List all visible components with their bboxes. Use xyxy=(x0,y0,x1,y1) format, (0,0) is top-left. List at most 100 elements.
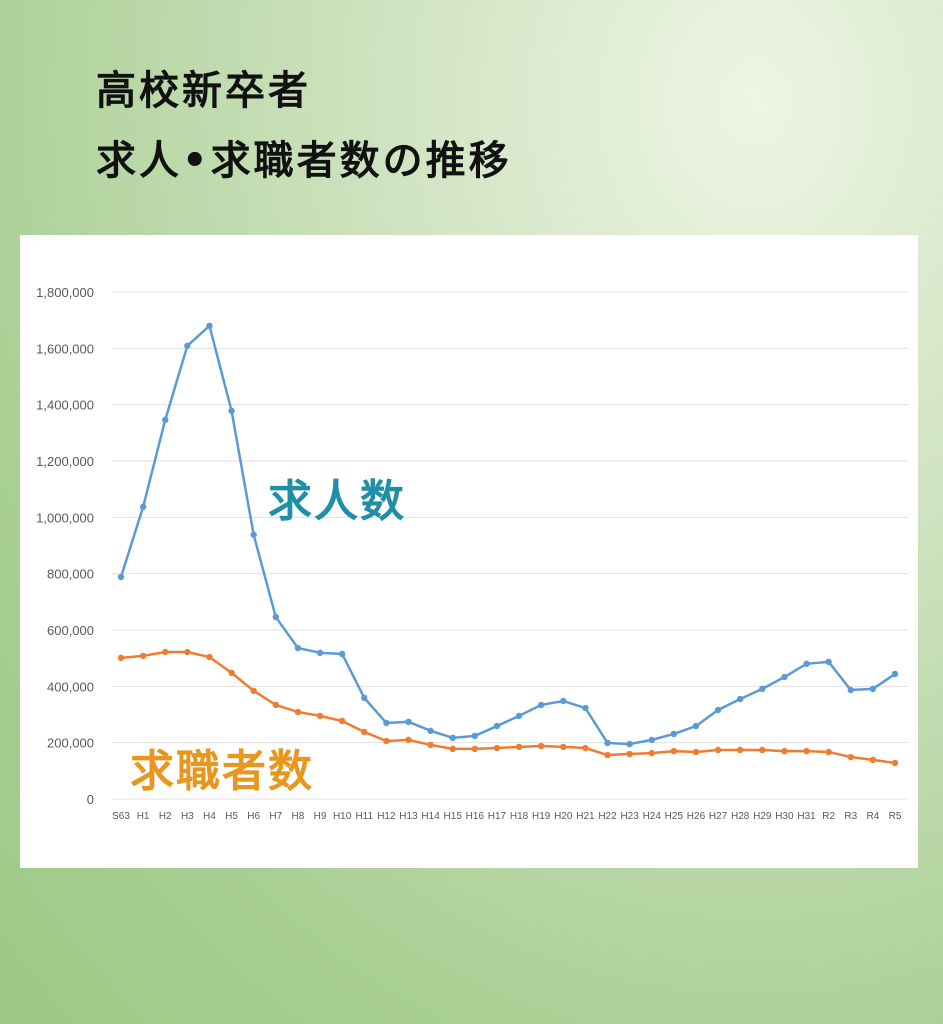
data-point xyxy=(383,719,390,727)
data-point xyxy=(604,739,611,747)
y-tick-label: 1,000,000 xyxy=(36,510,94,525)
y-tick-label: 1,200,000 xyxy=(36,454,94,469)
data-point xyxy=(338,717,346,725)
x-tick-label: H19 xyxy=(532,811,551,822)
data-point xyxy=(294,644,302,652)
data-point xyxy=(714,746,722,754)
data-point xyxy=(139,652,147,660)
data-point xyxy=(250,531,257,538)
x-tick-label: R5 xyxy=(889,811,902,822)
data-point xyxy=(515,712,523,720)
data-point xyxy=(206,322,213,329)
data-point xyxy=(847,753,854,761)
x-tick-label: R3 xyxy=(844,811,857,822)
y-tick-label: 600,000 xyxy=(47,623,94,638)
data-point xyxy=(560,743,567,751)
y-tick-label: 800,000 xyxy=(47,567,94,582)
x-tick-label: H20 xyxy=(554,811,573,822)
data-point xyxy=(316,649,324,657)
data-point xyxy=(648,749,655,757)
x-tick-label: H1 xyxy=(137,811,150,822)
data-point xyxy=(737,746,744,754)
data-point xyxy=(869,685,877,693)
data-point xyxy=(670,730,678,738)
x-tick-label: S63 xyxy=(112,811,130,822)
chart-panel: 0 200,000 400,000 600,000 800,000 1,000,000 1,… xyxy=(20,235,918,868)
data-point xyxy=(626,740,633,748)
data-point xyxy=(803,660,810,667)
y-tick-label: 0 xyxy=(87,792,94,807)
x-tick-label: H24 xyxy=(643,811,662,822)
data-point xyxy=(471,732,479,740)
x-tick-label: H18 xyxy=(510,811,529,822)
data-point xyxy=(582,744,589,752)
data-point xyxy=(316,712,324,720)
x-tick-label: H22 xyxy=(598,811,617,822)
x-tick-label: H23 xyxy=(620,811,639,822)
series-line xyxy=(120,650,896,765)
data-point xyxy=(515,743,523,751)
series-label-job-openings: 求人数 xyxy=(268,476,406,527)
data-point xyxy=(294,708,302,716)
x-tick-label: H4 xyxy=(203,811,216,822)
x-tick-label: H28 xyxy=(731,811,750,822)
data-point xyxy=(493,744,501,752)
data-point xyxy=(891,670,899,678)
data-point xyxy=(692,748,700,756)
line-chart: 0 200,000 400,000 600,000 800,000 1,000,000 1,… xyxy=(36,285,908,822)
x-tick-label: H26 xyxy=(687,811,706,822)
data-point xyxy=(560,697,567,705)
x-tick-label: H9 xyxy=(314,811,327,822)
series-line xyxy=(119,323,896,746)
x-tick-label: R4 xyxy=(866,811,879,822)
data-point xyxy=(759,685,766,693)
y-tick-label: 200,000 xyxy=(47,736,94,751)
data-point xyxy=(737,695,744,703)
data-point xyxy=(383,737,390,745)
title-line-2: 求人•求職者数の推移 xyxy=(96,138,512,184)
data-point xyxy=(493,722,501,730)
y-tick-label: 1,600,000 xyxy=(36,341,94,356)
x-tick-label: H17 xyxy=(488,811,507,822)
data-point xyxy=(250,687,257,695)
data-point xyxy=(228,669,235,677)
data-point xyxy=(825,658,832,666)
x-tick-label: H8 xyxy=(292,811,305,822)
data-point xyxy=(361,694,368,702)
data-point xyxy=(759,746,766,754)
x-tick-label: H10 xyxy=(333,811,352,822)
data-point xyxy=(449,745,456,753)
data-point xyxy=(272,701,279,709)
y-tick-label: 1,800,000 xyxy=(36,285,94,300)
data-point xyxy=(714,706,722,714)
x-tick-label: H31 xyxy=(797,811,816,822)
data-point xyxy=(117,573,125,581)
data-point xyxy=(582,704,589,712)
x-tick-label: H5 xyxy=(225,811,238,822)
x-tick-label: R2 xyxy=(822,811,835,822)
data-point xyxy=(670,747,678,755)
x-tick-label: H25 xyxy=(665,811,684,822)
data-point xyxy=(537,701,545,709)
data-point xyxy=(604,751,611,759)
data-point xyxy=(361,728,368,736)
data-point xyxy=(272,613,279,621)
data-point xyxy=(162,416,169,424)
data-point xyxy=(405,718,412,726)
x-tick-label: H16 xyxy=(466,811,485,822)
data-point xyxy=(803,747,810,755)
data-point xyxy=(781,747,788,755)
x-tick-label: H12 xyxy=(377,811,396,822)
data-point xyxy=(228,407,235,415)
data-point xyxy=(692,722,700,730)
data-point xyxy=(184,342,191,349)
data-point xyxy=(427,727,434,735)
y-tick-label: 400,000 xyxy=(47,679,94,694)
data-point xyxy=(471,745,479,753)
data-point xyxy=(162,648,169,656)
data-point xyxy=(869,756,877,764)
data-point xyxy=(825,748,832,756)
data-point xyxy=(537,742,545,750)
data-point xyxy=(338,650,346,658)
data-point xyxy=(648,736,655,744)
